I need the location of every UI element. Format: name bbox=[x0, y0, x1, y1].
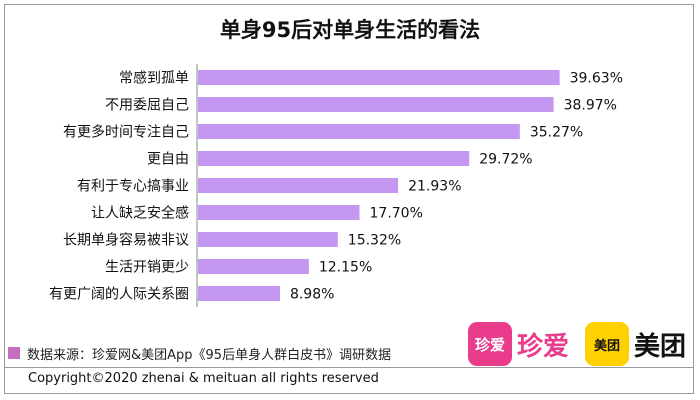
zhenai-badge-icon: 珍爱 bbox=[468, 322, 512, 366]
category-tick-label: 有利于专心搞事业 bbox=[77, 179, 189, 195]
footer-divider bbox=[5, 367, 693, 368]
bar-value-label: 8.98% bbox=[290, 287, 334, 303]
chart-title: 单身95后对单身生活的看法 bbox=[219, 18, 481, 42]
chart-frame bbox=[4, 4, 694, 394]
bar bbox=[198, 70, 560, 85]
bar bbox=[198, 286, 280, 301]
bar bbox=[198, 232, 338, 247]
bar-value-label: 15.32% bbox=[348, 233, 401, 249]
bar bbox=[198, 259, 309, 274]
bar bbox=[198, 97, 554, 112]
bar bbox=[198, 151, 470, 166]
meituan-logo: 美团 美团 bbox=[585, 322, 686, 366]
bar-value-label: 12.15% bbox=[319, 260, 372, 276]
meituan-badge-icon: 美团 bbox=[585, 322, 629, 366]
bar-value-label: 17.70% bbox=[370, 206, 423, 222]
legend-source-text: 数据来源：珍爱网&美团App《95后单身人群白皮书》调研数据 bbox=[27, 347, 392, 363]
meituan-wordmark: 美团 bbox=[634, 331, 687, 362]
bar-value-label: 21.93% bbox=[408, 179, 461, 195]
bar bbox=[198, 124, 520, 139]
bar-value-label: 39.63% bbox=[570, 71, 623, 87]
category-tick-label: 生活开销更少 bbox=[105, 260, 189, 276]
category-tick-label: 更自由 bbox=[147, 152, 189, 168]
bar-value-label: 35.27% bbox=[530, 125, 583, 141]
bar bbox=[198, 205, 360, 220]
bar-value-label: 29.72% bbox=[479, 152, 532, 168]
category-tick-label: 不用委屈自己 bbox=[105, 98, 189, 114]
category-tick-label: 长期单身容易被非议 bbox=[63, 232, 189, 249]
bar-value-label: 38.97% bbox=[564, 98, 617, 114]
legend: 数据来源：珍爱网&美团App《95后单身人群白皮书》调研数据 bbox=[8, 343, 391, 363]
category-tick-label: 让人缺乏安全感 bbox=[91, 205, 189, 222]
copyright-text: Copyright©2020 zhenai & meituan all righ… bbox=[28, 371, 379, 386]
bar bbox=[198, 178, 399, 193]
category-tick-label: 有更多时间专注自己 bbox=[63, 124, 189, 141]
legend-swatch bbox=[8, 347, 20, 359]
category-tick-label: 常感到孤单 bbox=[119, 70, 189, 87]
zhenai-logo: 珍爱 珍爱 bbox=[468, 322, 569, 366]
zhenai-wordmark: 珍爱 bbox=[517, 331, 570, 362]
category-tick-label: 有更广阔的人际关系圈 bbox=[49, 287, 189, 303]
